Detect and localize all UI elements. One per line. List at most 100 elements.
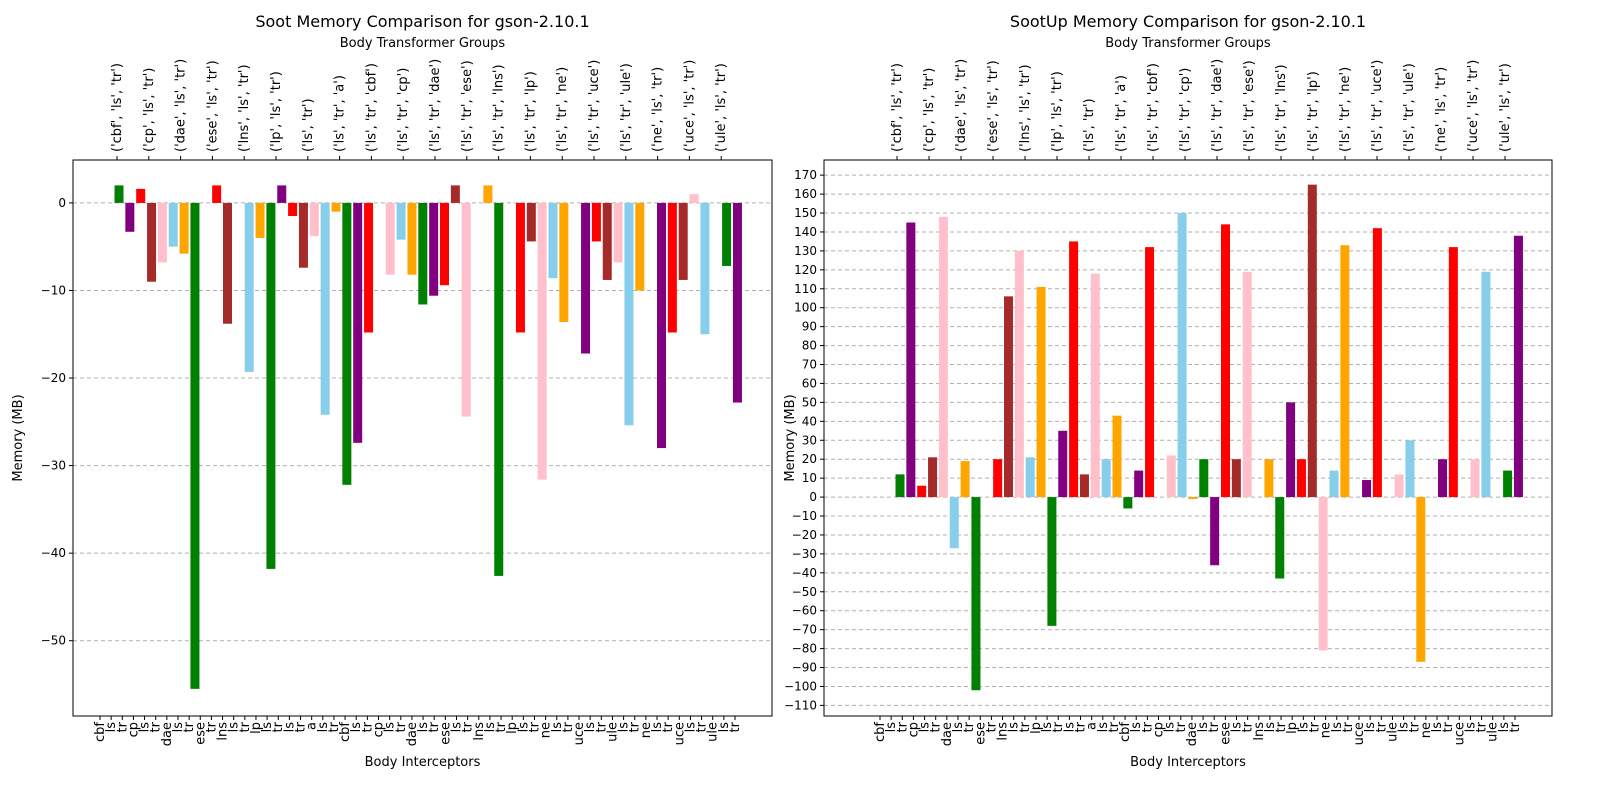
y-tick-label: 0: [809, 490, 817, 504]
x-tick-label: ne: [1319, 722, 1334, 738]
y-axis-label: Memory (MB): [11, 394, 26, 481]
bar: [526, 202, 536, 242]
x-tick-label: ls: [683, 722, 698, 733]
x-tick-label: ule: [706, 722, 721, 742]
x-tick-label: ls: [550, 722, 565, 733]
x-tick-label: ls: [1040, 722, 1055, 733]
x-tick-label: tr: [895, 721, 910, 732]
x-tick-label: dae: [160, 722, 175, 746]
x-tick-label: ls: [1129, 722, 1144, 733]
bar: [938, 216, 948, 498]
x-tick-label: tr: [494, 721, 509, 732]
x-tick-label: ls: [282, 722, 297, 733]
x-tick-label: ls: [1296, 722, 1311, 733]
chart-subtitle: Body Transformer Groups: [1105, 36, 1271, 51]
bar: [277, 185, 287, 203]
group-label: ('ls', 'tr', 'a'): [333, 75, 348, 152]
bar: [1036, 286, 1046, 498]
bar: [1090, 273, 1100, 498]
bar: [461, 202, 471, 417]
x-tick-label: tr: [461, 721, 476, 732]
y-tick-label: −40: [792, 566, 817, 580]
bar: [678, 202, 688, 280]
bar: [309, 202, 319, 237]
x-tick-label: dae: [1185, 722, 1200, 746]
x-tick-label: ls: [951, 722, 966, 733]
bar: [418, 202, 428, 305]
group-label: ('uce', 'ls', 'tr'): [1466, 60, 1481, 152]
x-tick-label: ls: [650, 722, 665, 733]
bar: [895, 474, 905, 498]
y-tick-label: −100: [784, 679, 817, 693]
group-label: ('ls', 'tr', 'ese'): [460, 60, 475, 152]
bar: [483, 185, 493, 203]
group-label: ('lp', 'ls', 'tr'): [1050, 71, 1065, 152]
group-label: ('cp', 'ls', 'tr'): [922, 68, 937, 152]
bar: [1014, 250, 1024, 498]
x-tick-label: tr: [294, 721, 309, 732]
x-tick-label: lp: [505, 722, 520, 734]
bar: [559, 202, 569, 322]
group-label: ('lns', 'ls', 'tr'): [1018, 64, 1033, 152]
chart-title: Soot Memory Comparison for gson-2.10.1: [255, 12, 589, 31]
x-tick-label: lns: [472, 722, 487, 741]
bar: [1004, 296, 1013, 498]
bar: [266, 202, 276, 569]
x-tick-label: ese: [1218, 722, 1233, 745]
x-tick-label: tr: [1174, 721, 1189, 732]
bar: [331, 202, 341, 212]
group-label: ('dae', 'ls', 'tr'): [954, 59, 969, 152]
x-tick-label: ls: [1062, 722, 1077, 733]
x-tick-label: ne: [539, 722, 554, 738]
y-tick-label: 140: [794, 225, 817, 239]
x-tick-label: ls: [104, 722, 119, 733]
bar: [1210, 497, 1220, 566]
bar: [147, 202, 157, 282]
x-tick-label: ls: [383, 722, 398, 733]
x-tick-label: tr: [360, 721, 375, 732]
bar: [450, 185, 460, 203]
y-tick-label: 110: [794, 282, 817, 296]
y-tick-label: 130: [794, 244, 817, 258]
bar: [1058, 430, 1068, 498]
bar: [494, 202, 504, 576]
y-tick-label: −50: [41, 634, 66, 648]
group-label: ('ls', 'tr', 'cbf'): [364, 63, 379, 152]
x-tick-label: ls: [1330, 722, 1345, 733]
group-label: ('ls', 'tr', 'ese'): [1242, 60, 1257, 152]
plot-frame: [823, 159, 1553, 717]
x-tick-label: tr: [1207, 721, 1222, 732]
x-tick-label: ule: [1385, 722, 1400, 742]
x-tick-label: lns: [1252, 722, 1267, 741]
bar: [190, 202, 200, 689]
x-tick-label: dae: [940, 722, 955, 746]
x-tick-label: ls: [1229, 722, 1244, 733]
x-tick-label: ne: [1419, 722, 1434, 738]
group-label: ('ls', 'tr', 'uce'): [587, 60, 602, 152]
group-label: ('ls', 'tr', 'lns'): [492, 64, 507, 152]
bar: [1188, 497, 1198, 499]
bar: [1123, 497, 1133, 509]
y-tick-label: −40: [41, 546, 66, 560]
group-label: ('ne', 'ls', 'tr'): [1434, 67, 1449, 152]
x-tick-label: ese: [193, 722, 208, 745]
y-axis-label: Memory (MB): [783, 394, 798, 481]
y-tick-label: −90: [792, 661, 817, 675]
bar: [1145, 247, 1155, 498]
x-tick-label: tr: [1508, 721, 1523, 732]
bar: [591, 202, 601, 242]
bar: [1394, 474, 1404, 498]
bar: [342, 202, 352, 485]
y-tick-label: −20: [792, 528, 817, 542]
x-tick-label: ls: [227, 722, 242, 733]
group-label: ('uce', 'ls', 'tr'): [682, 60, 697, 152]
y-tick-label: 60: [802, 376, 817, 390]
x-axis-label: Body Interceptors: [1130, 755, 1246, 770]
y-tick-label: −30: [41, 459, 66, 473]
bar: [385, 202, 395, 275]
group-label: ('cp', 'ls', 'tr'): [142, 68, 157, 152]
x-tick-label: tr: [271, 721, 286, 732]
x-tick-label: a: [1085, 722, 1100, 730]
x-tick-label: ls: [1263, 722, 1278, 733]
y-tick-label: 160: [794, 187, 817, 201]
